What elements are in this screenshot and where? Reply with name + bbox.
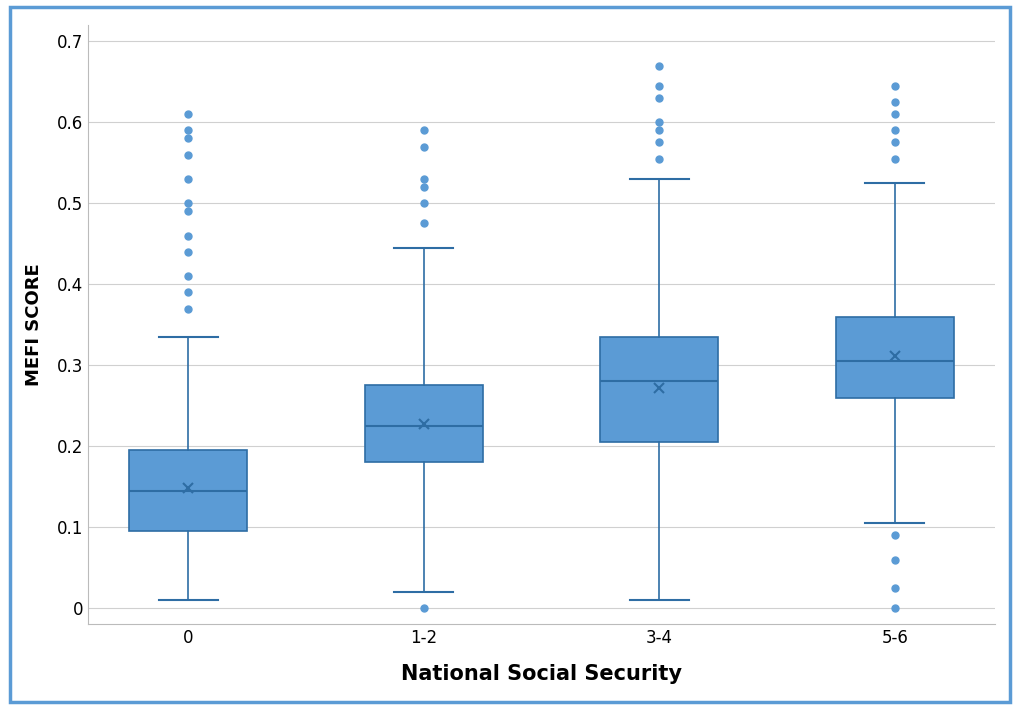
X-axis label: National Social Security: National Social Security — [400, 664, 682, 684]
PathPatch shape — [129, 450, 247, 531]
PathPatch shape — [365, 386, 482, 462]
Y-axis label: MEFI SCORE: MEFI SCORE — [25, 263, 43, 386]
PathPatch shape — [600, 337, 717, 442]
PathPatch shape — [836, 317, 953, 398]
